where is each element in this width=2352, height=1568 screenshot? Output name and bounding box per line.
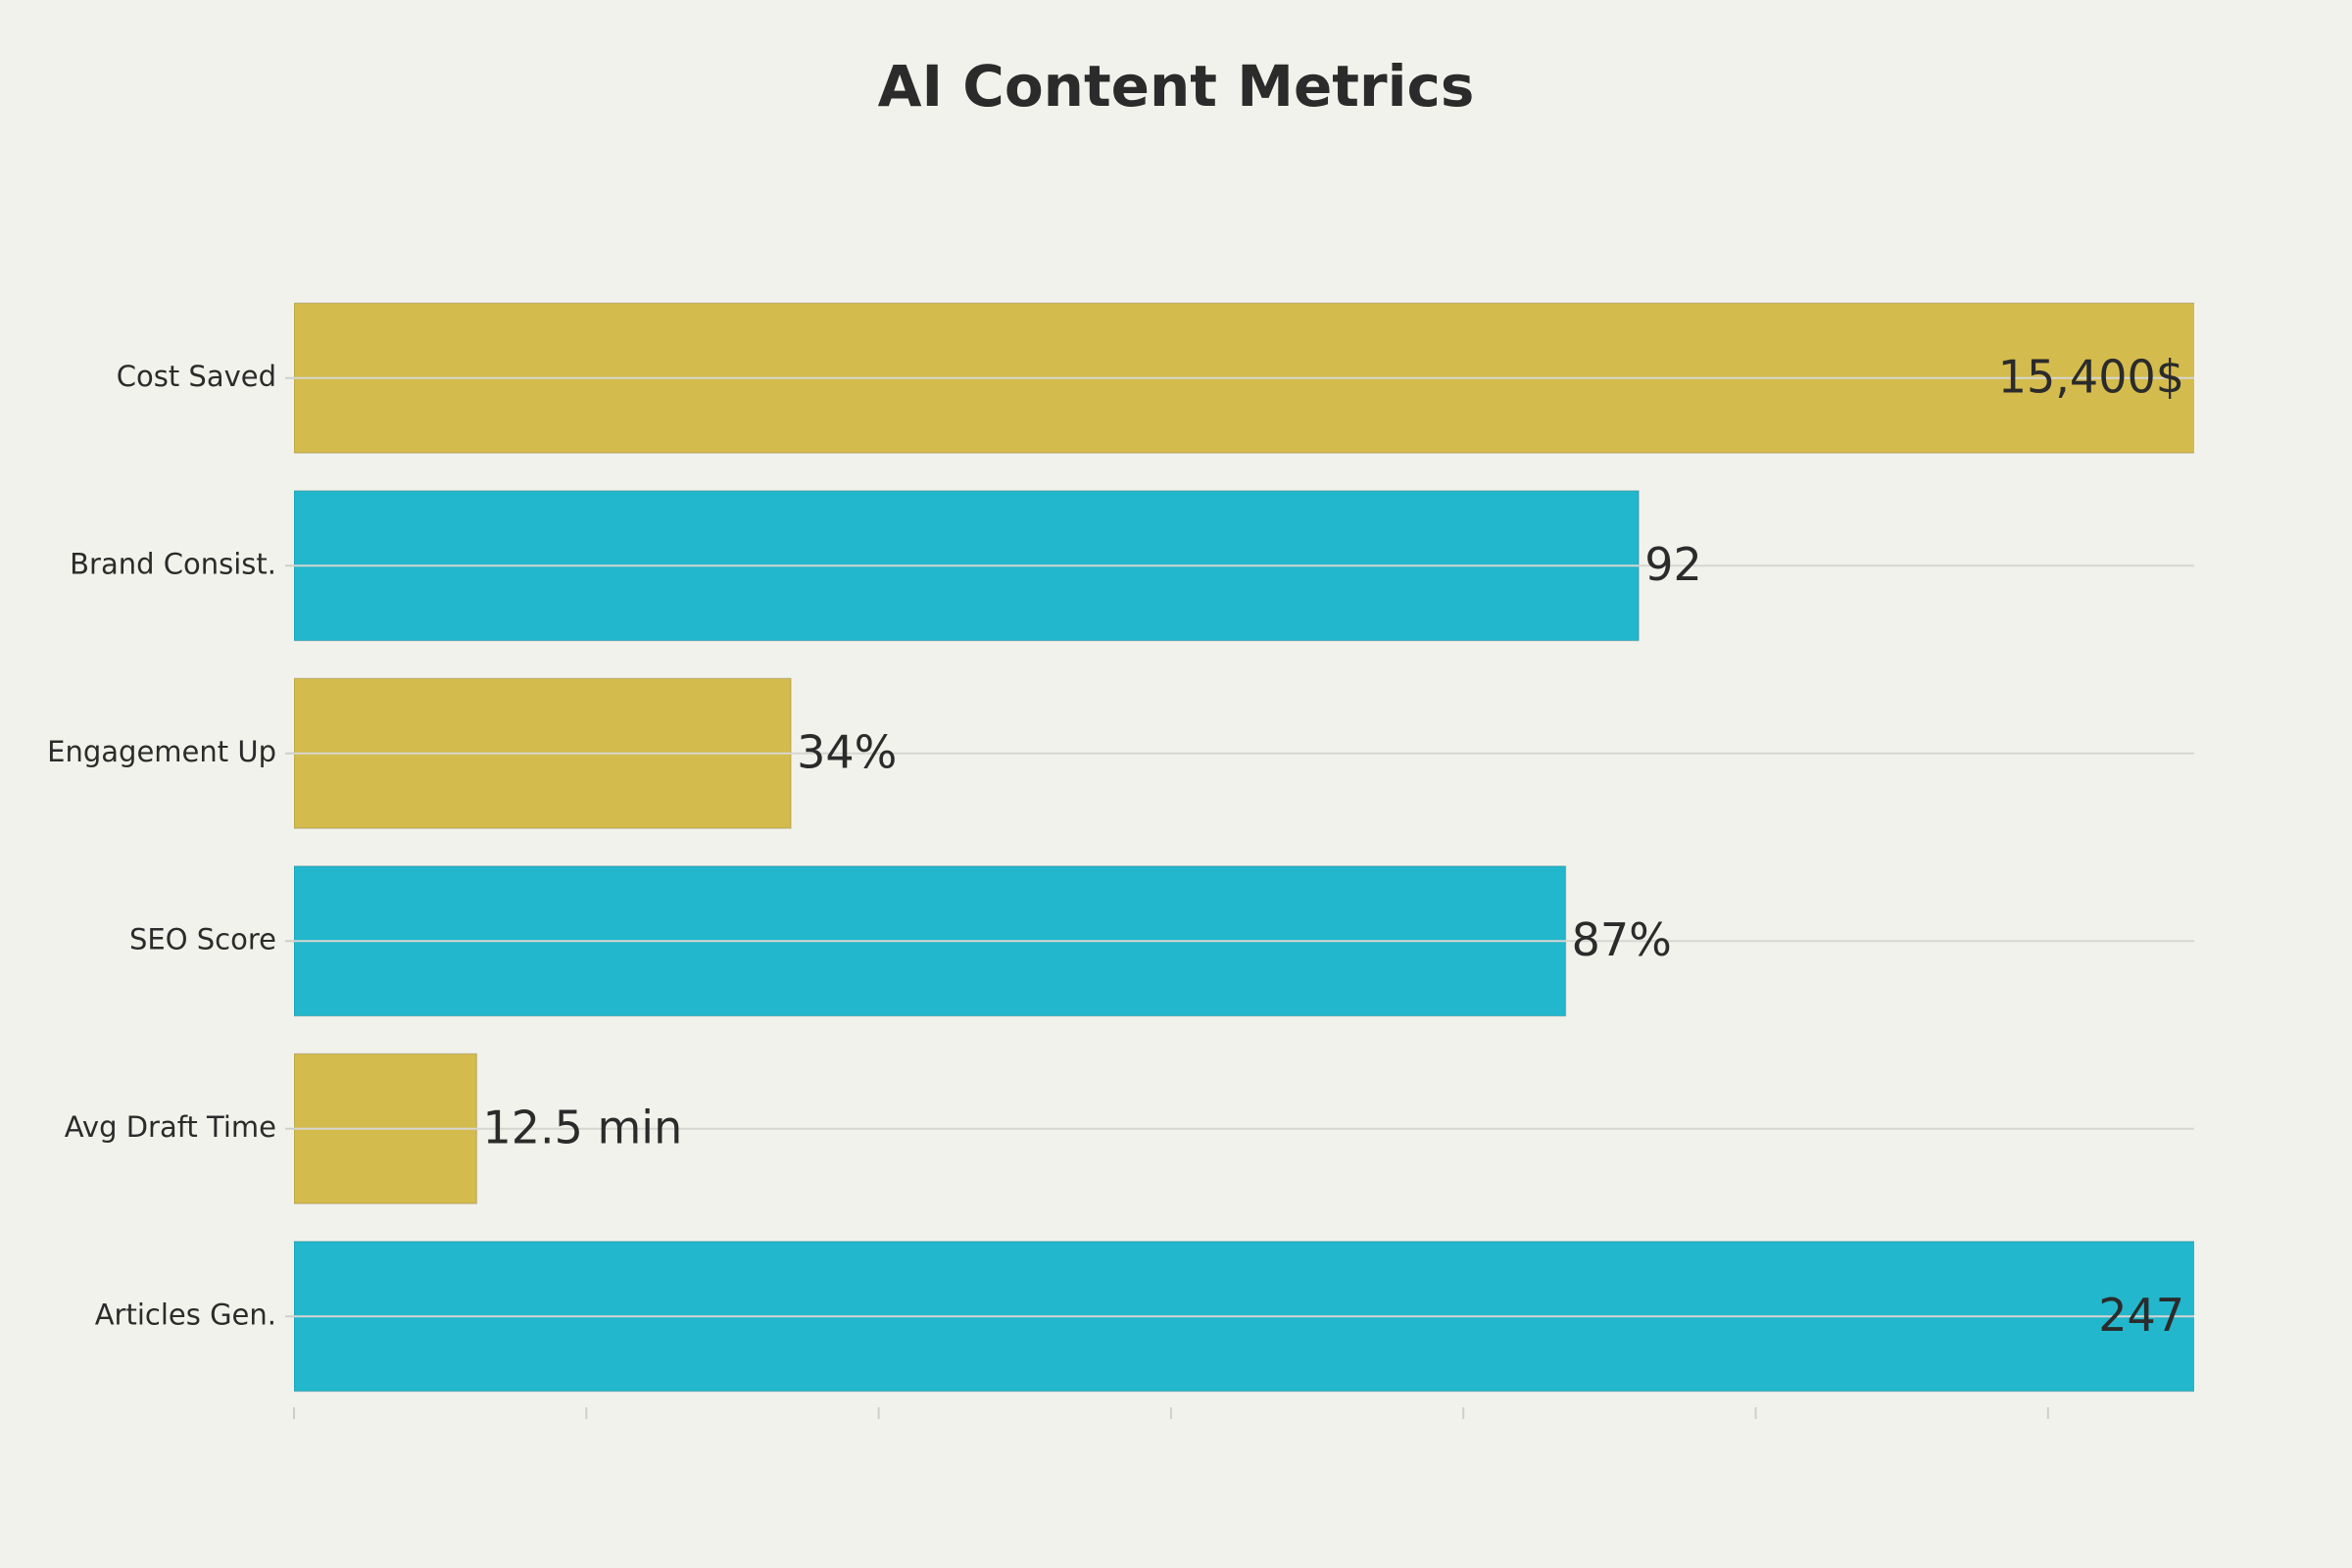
- y-tick-label: Articles Gen.: [95, 1298, 276, 1331]
- y-tick-label: Avg Draft Time: [65, 1110, 276, 1144]
- y-tick-label: Engagement Up: [47, 735, 276, 768]
- value-label: 247: [2098, 1289, 2184, 1342]
- y-tick-label: Brand Consist.: [70, 547, 276, 580]
- chart-title: AI Content Metrics: [878, 53, 1475, 120]
- value-label: 87%: [1572, 913, 1672, 966]
- y-tick-label: Cost Saved: [117, 360, 276, 393]
- value-label: 15,400$: [1998, 350, 2184, 403]
- y-tick-label: SEO Score: [129, 922, 276, 956]
- value-label: 34%: [797, 725, 897, 778]
- value-label: 12.5 min: [482, 1101, 682, 1153]
- value-label: 92: [1644, 538, 1702, 591]
